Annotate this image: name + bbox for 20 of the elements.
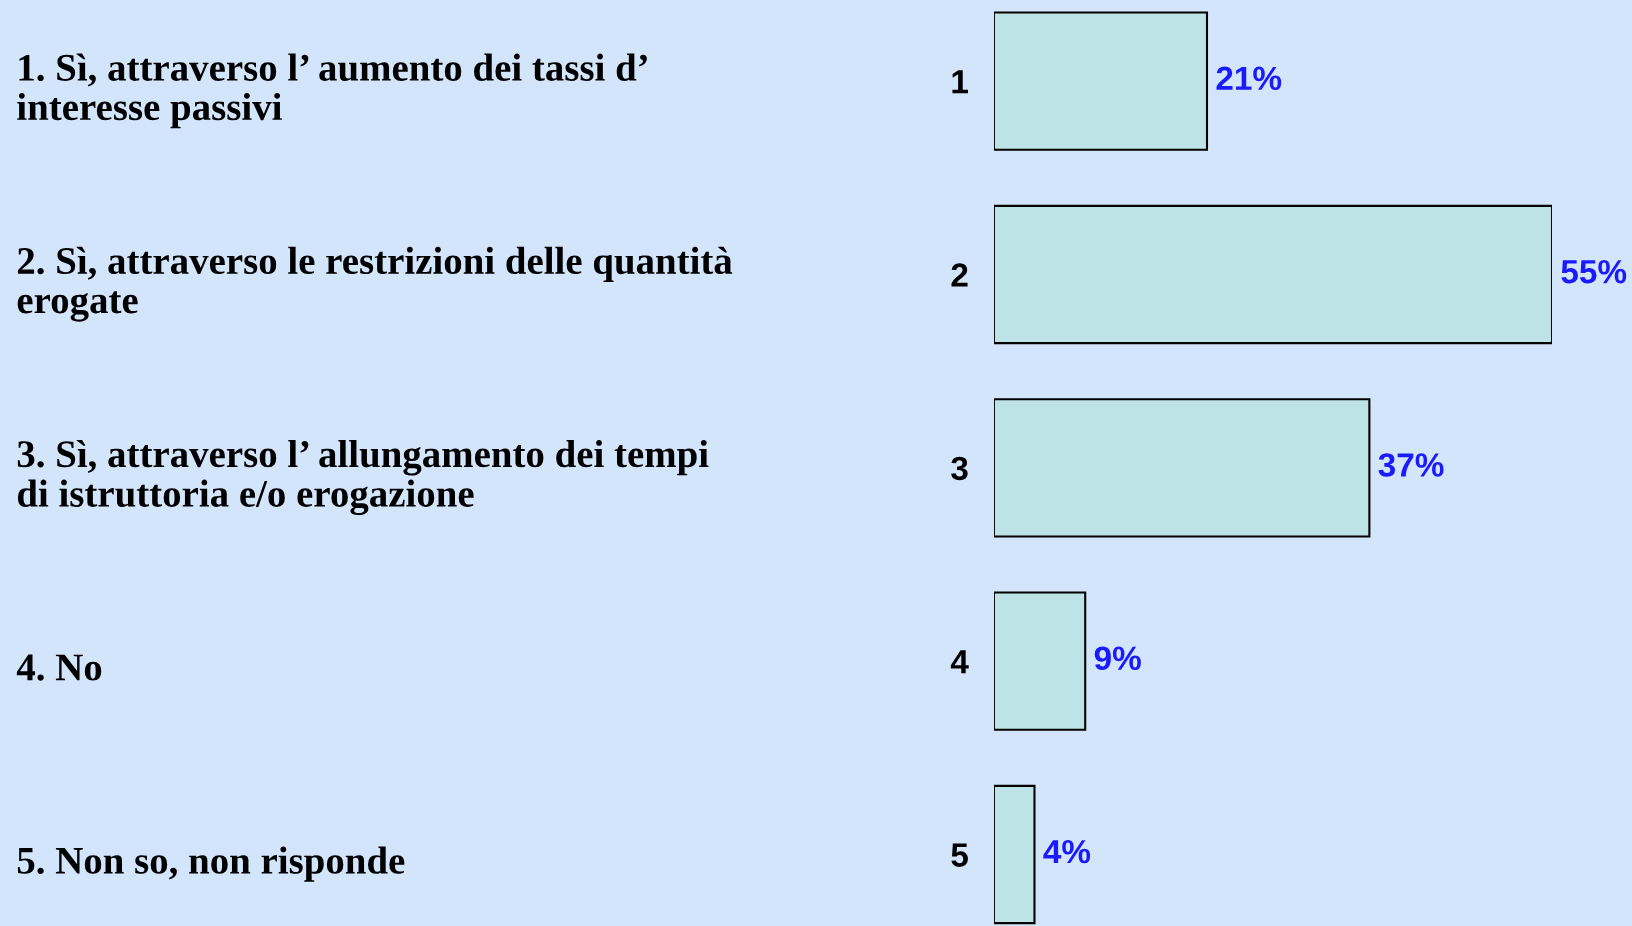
bar bbox=[993, 398, 1371, 538]
bar bbox=[993, 11, 1209, 151]
text: 4. No bbox=[16, 654, 102, 681]
y-tick-label: 4 bbox=[950, 650, 969, 674]
text: 1. Sì, attraverso l’ aumento dei tassi d’ interesse passivi bbox=[17, 53, 647, 129]
y-tick-label: 1 bbox=[952, 70, 968, 94]
data-label: 55% bbox=[1561, 259, 1627, 284]
y-tick-label: 5 bbox=[951, 843, 968, 867]
bar bbox=[993, 591, 1087, 731]
bar bbox=[993, 784, 1036, 925]
text: 5. Non so, non risponde bbox=[17, 846, 405, 882]
text: 3. Sì, attraverso l’ allungamento dei tempi di istruttoria e/o erogazione bbox=[17, 439, 709, 516]
y-tick-label: 2 bbox=[951, 263, 968, 287]
data-label: 9% bbox=[1094, 646, 1141, 671]
data-label: 4% bbox=[1043, 839, 1091, 864]
text: 2. Sì, attraverso le restrizioni delle quantità erogate bbox=[17, 246, 733, 322]
bar bbox=[993, 204, 1553, 345]
data-label: 37% bbox=[1378, 453, 1444, 477]
y-tick-label: 3 bbox=[951, 456, 968, 481]
data-label: 21% bbox=[1216, 66, 1282, 91]
